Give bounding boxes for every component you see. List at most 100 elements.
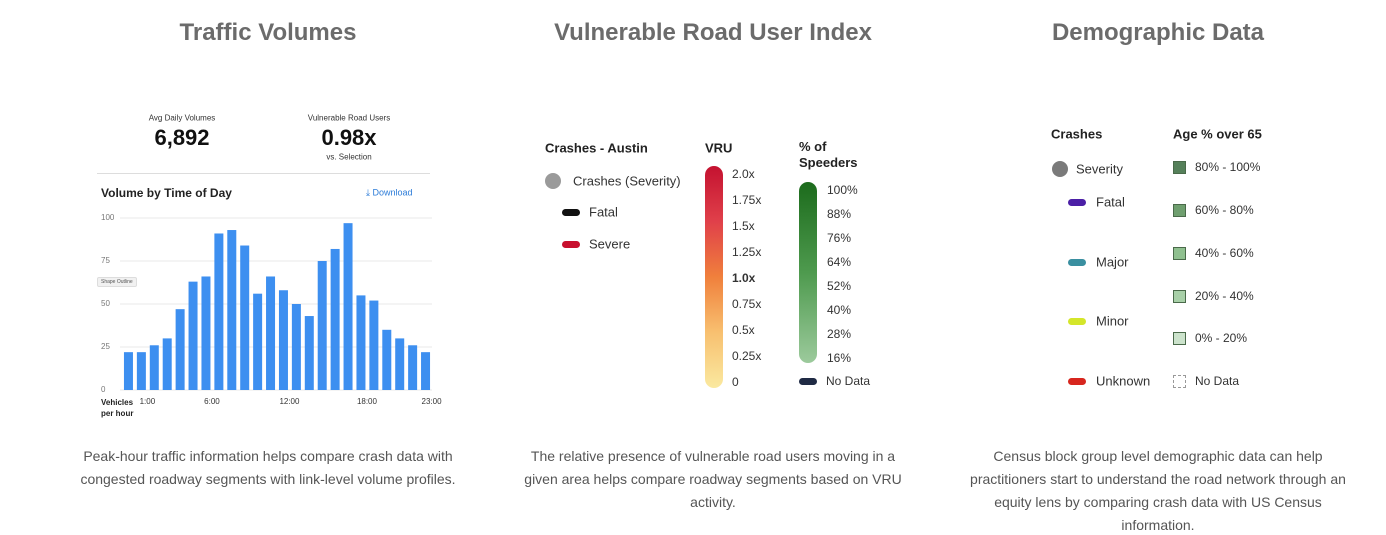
y-tick-label: 75: [101, 256, 110, 265]
bar: [382, 329, 392, 390]
scale-label: 52%: [827, 279, 852, 293]
legend-pill: [1068, 258, 1086, 266]
legend-label: Severe: [589, 236, 631, 252]
stat-value: 0.98x: [321, 125, 377, 150]
legend-label: 60% - 80%: [1195, 203, 1254, 217]
legend-square: [1173, 204, 1186, 217]
x-tick-label: 18:00: [357, 397, 378, 406]
section-description: Peak-hour traffic information helps comp…: [80, 448, 456, 487]
legend-pill: [1068, 198, 1086, 206]
bar: [408, 345, 418, 390]
bar: [201, 276, 211, 390]
section-title: Demographic Data: [1051, 19, 1265, 46]
legend-label: Fatal: [1096, 194, 1125, 210]
download-icon: ⤓: [366, 187, 373, 198]
speeders-gradient: [799, 182, 817, 363]
legend-square: [1173, 332, 1186, 345]
scale-label: 40%: [827, 303, 852, 317]
bar: [330, 248, 340, 390]
bar: [369, 300, 379, 390]
legend-label: 0% - 20%: [1195, 331, 1248, 345]
tooltip: Shape Outline: [97, 277, 137, 287]
y-tick-label: 100: [101, 213, 115, 222]
legend-square: [1173, 375, 1186, 388]
legend-label: Major: [1096, 254, 1129, 270]
scale-label: 1.0x: [732, 271, 756, 285]
download-text: Download: [372, 187, 413, 198]
legend-circle: [1052, 161, 1068, 177]
y-tick-label: 25: [101, 342, 110, 351]
bar: [162, 338, 172, 390]
bar: [253, 293, 263, 390]
y-tick-label: 0: [101, 385, 106, 394]
legend-title: Crashes: [1051, 126, 1103, 142]
legend-pill: [1068, 377, 1086, 385]
bar: [266, 276, 276, 390]
bar: [395, 338, 405, 390]
chart-title: Volume by Time of Day: [101, 186, 232, 200]
scale-label: 0: [732, 375, 739, 389]
bar: [214, 233, 224, 390]
bar: [136, 352, 146, 390]
y-tick-label: 50: [101, 299, 110, 308]
stat-label: Avg Daily Volumes: [148, 113, 216, 123]
legend-label: Crashes (Severity): [573, 173, 681, 189]
scale-label: 1.75x: [732, 193, 762, 207]
bar: [291, 304, 301, 390]
bar: [149, 345, 159, 390]
legend-pill: [799, 378, 817, 385]
legend-circle: [545, 173, 561, 189]
legend-title: Crashes - Austin: [545, 140, 648, 156]
section-title: Traffic Volumes: [179, 19, 357, 46]
legend-square: [1173, 247, 1186, 260]
bar: [240, 245, 250, 390]
bar: [227, 230, 237, 390]
x-tick-label: 23:00: [422, 397, 443, 406]
scale-label: 28%: [827, 327, 852, 341]
bar: [356, 295, 366, 390]
legend-label: Unknown: [1096, 373, 1151, 389]
legend-title: Age % over 65: [1173, 126, 1262, 142]
download-button[interactable]: ⤓ Download: [366, 188, 413, 199]
legend-square: [1173, 290, 1186, 303]
legend-pill: [562, 240, 580, 248]
legend-title: VRU: [705, 140, 733, 156]
section-description: The relative presence of vulnerable road…: [524, 448, 902, 510]
bar: [175, 309, 185, 390]
scale-label: 0.75x: [732, 297, 762, 311]
scale-label: 1.25x: [732, 245, 762, 259]
legend-pill: [1068, 317, 1086, 325]
scale-label: 2.0x: [732, 167, 755, 181]
bar: [188, 281, 198, 390]
x-tick-label: 12:00: [279, 397, 300, 406]
legend-label: No Data: [1195, 374, 1240, 388]
scale-label: 1.5x: [732, 219, 755, 233]
vru-gradient: [705, 166, 723, 388]
legend-label: Minor: [1096, 313, 1129, 329]
scale-label: 16%: [827, 351, 852, 365]
legend-pill: [562, 208, 580, 216]
scale-label: 0.5x: [732, 323, 755, 337]
legend-label: Fatal: [589, 204, 618, 220]
legend-title: % of Speeders: [799, 139, 858, 170]
divider: [97, 173, 430, 174]
y-axis-label: Vehicles per hour: [101, 398, 134, 418]
bar: [304, 316, 314, 390]
bar: [123, 352, 133, 390]
scale-label: 76%: [827, 231, 852, 245]
scale-label: 100%: [827, 183, 858, 197]
legend-square: [1173, 161, 1186, 174]
scale-label: 64%: [827, 255, 852, 269]
legend-label: 80% - 100%: [1195, 160, 1261, 174]
x-tick-label: 1:00: [140, 397, 156, 406]
bar: [343, 223, 353, 390]
scale-label: 88%: [827, 207, 852, 221]
bar: [278, 290, 288, 390]
legend-label: 20% - 40%: [1195, 289, 1254, 303]
x-tick-label: 6:00: [204, 397, 220, 406]
bar: [421, 352, 431, 390]
legend-label: No Data: [826, 374, 871, 388]
legend-label: Severity: [1076, 161, 1123, 177]
